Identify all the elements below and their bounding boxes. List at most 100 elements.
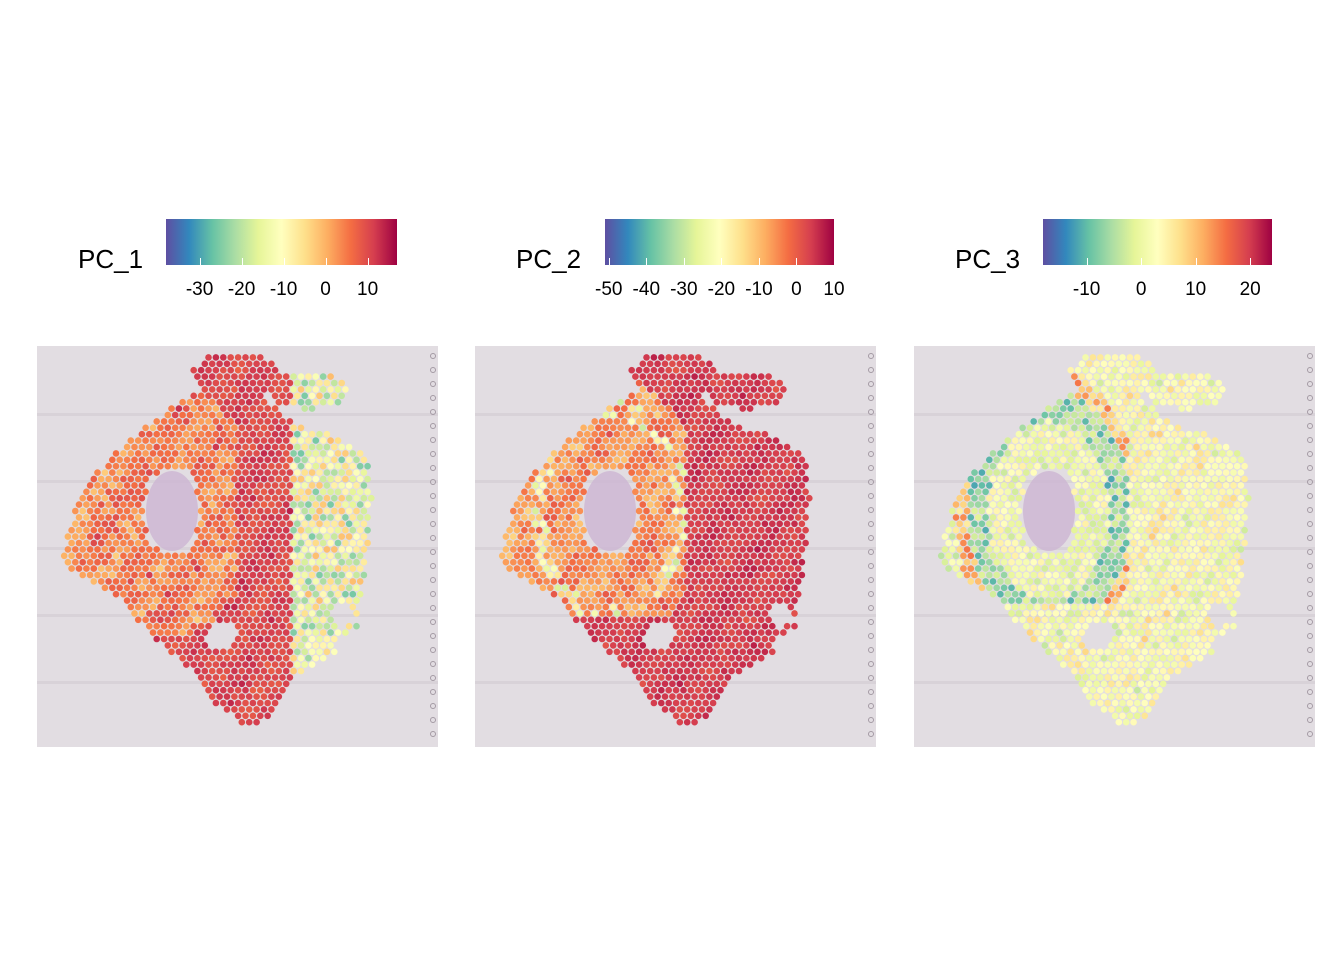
spot bbox=[168, 558, 175, 566]
spot bbox=[157, 603, 164, 611]
spot bbox=[1171, 622, 1178, 630]
spot bbox=[323, 648, 331, 656]
spot bbox=[558, 501, 565, 508]
spot bbox=[90, 475, 98, 483]
spot bbox=[238, 680, 246, 688]
spot bbox=[1189, 603, 1197, 611]
spot bbox=[1208, 622, 1215, 630]
spot bbox=[1108, 603, 1115, 611]
spot bbox=[308, 379, 316, 387]
spot bbox=[632, 398, 639, 406]
spot bbox=[624, 654, 632, 662]
spot bbox=[1241, 488, 1248, 496]
spot bbox=[1100, 475, 1108, 483]
spot bbox=[706, 411, 713, 419]
spot bbox=[591, 584, 598, 592]
spot bbox=[1056, 411, 1063, 419]
spot bbox=[1152, 514, 1160, 521]
spot bbox=[776, 597, 783, 604]
spot bbox=[960, 539, 967, 547]
spot bbox=[305, 654, 312, 662]
spot bbox=[1152, 642, 1160, 649]
spot bbox=[1141, 699, 1148, 707]
spot bbox=[1108, 539, 1115, 547]
spot bbox=[743, 514, 750, 521]
spot bbox=[349, 590, 357, 598]
spot bbox=[1189, 642, 1197, 649]
spot bbox=[1167, 590, 1174, 598]
spot bbox=[1182, 565, 1189, 572]
spot bbox=[528, 526, 536, 534]
spot bbox=[290, 629, 297, 636]
spot bbox=[138, 469, 146, 476]
spot bbox=[1167, 616, 1174, 624]
spot bbox=[253, 642, 260, 649]
spot bbox=[687, 418, 695, 425]
spot bbox=[319, 514, 327, 521]
spot bbox=[264, 597, 271, 604]
spot bbox=[628, 469, 635, 476]
spot bbox=[216, 360, 223, 368]
spot bbox=[750, 501, 758, 508]
spot bbox=[1119, 533, 1126, 540]
spot bbox=[982, 514, 989, 521]
spot bbox=[720, 642, 728, 649]
spot bbox=[1222, 443, 1230, 451]
spot bbox=[116, 584, 123, 592]
spot bbox=[253, 360, 260, 368]
spot bbox=[1071, 437, 1078, 444]
fiducial-marker bbox=[1307, 717, 1313, 723]
spot bbox=[112, 501, 120, 508]
spot bbox=[698, 680, 706, 688]
spot bbox=[282, 501, 290, 508]
spot bbox=[1167, 450, 1174, 457]
spot bbox=[146, 584, 153, 592]
spot bbox=[227, 558, 234, 566]
spot bbox=[650, 686, 658, 694]
spot bbox=[1237, 533, 1245, 540]
spot bbox=[1196, 642, 1204, 649]
spot bbox=[1041, 450, 1049, 457]
spot bbox=[989, 565, 997, 572]
spot bbox=[513, 565, 521, 572]
spot bbox=[1215, 571, 1222, 579]
fiducial-marker bbox=[1307, 451, 1313, 457]
spot bbox=[1148, 405, 1156, 412]
spot bbox=[650, 392, 658, 400]
spot bbox=[1130, 450, 1137, 457]
spot bbox=[554, 507, 561, 515]
fiducial-marker bbox=[868, 647, 874, 653]
fiducial-marker bbox=[868, 619, 874, 625]
spot bbox=[316, 597, 323, 604]
spot bbox=[1082, 648, 1089, 656]
spot bbox=[1093, 578, 1100, 585]
spot bbox=[149, 616, 157, 624]
spot bbox=[101, 507, 109, 515]
spot bbox=[769, 648, 776, 656]
spot bbox=[798, 456, 806, 464]
spot bbox=[312, 398, 320, 406]
spot bbox=[1219, 475, 1226, 483]
slide-texture-line bbox=[475, 681, 876, 684]
spot bbox=[1193, 379, 1200, 387]
spot bbox=[757, 514, 765, 521]
spot bbox=[245, 680, 253, 688]
spot bbox=[1041, 616, 1049, 624]
spot bbox=[1045, 456, 1052, 464]
spot bbox=[658, 405, 665, 412]
spot bbox=[308, 622, 316, 630]
spot bbox=[109, 584, 116, 592]
spot bbox=[164, 629, 172, 636]
spot bbox=[1130, 539, 1137, 547]
spot bbox=[1189, 565, 1197, 572]
spot bbox=[646, 616, 654, 624]
spot bbox=[1071, 603, 1078, 611]
spot bbox=[669, 590, 676, 598]
spot bbox=[1074, 379, 1082, 387]
spot bbox=[1115, 693, 1123, 700]
spot bbox=[316, 482, 323, 489]
spot bbox=[646, 603, 654, 611]
spot bbox=[572, 488, 580, 496]
spot bbox=[632, 578, 639, 585]
spot bbox=[584, 597, 591, 604]
